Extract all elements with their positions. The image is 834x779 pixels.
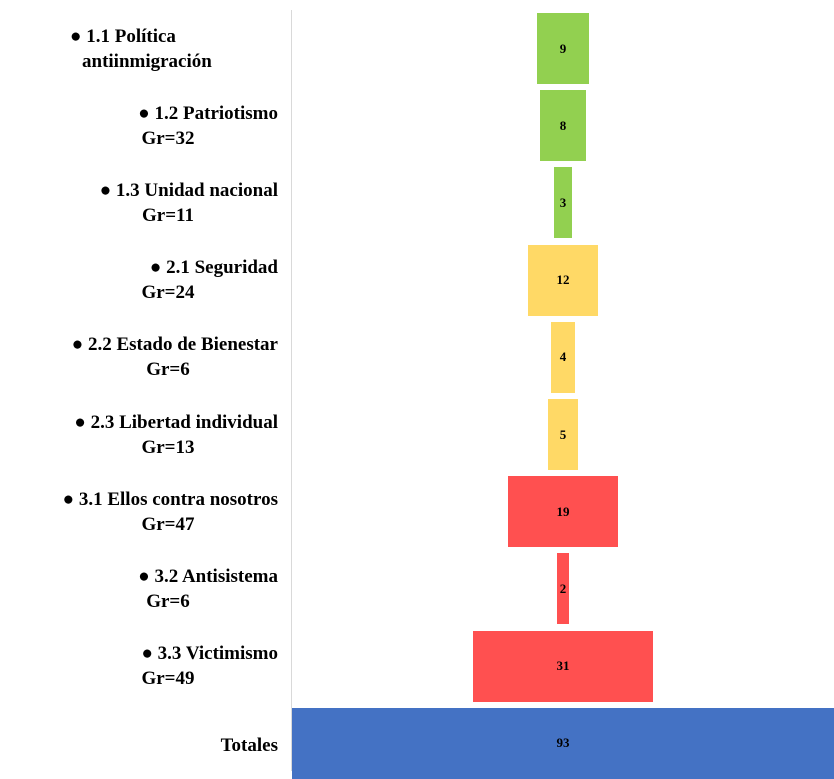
category-label: ● 2.2 Estado de Bienestar Gr=6 [0,332,278,382]
category-label: ● 3.1 Ellos contra nosotros Gr=47 [0,487,278,537]
bar-value-label: 93 [556,735,570,751]
category-label: ● 2.1 Seguridad Gr=24 [0,255,278,305]
bar-6: 5 [548,399,578,470]
category-label-line1: ● 1.3 Unidad nacional [99,179,278,201]
bar-value-label: 8 [559,117,567,133]
bar-value-label: 9 [559,40,567,56]
category-label-line2: Gr=47 [141,513,195,535]
category-label-line2: Gr=24 [141,282,195,304]
category-label-line1: ● 2.2 Estado de Bienestar [71,334,278,356]
category-label: Totales [0,733,278,758]
category-label: ● 3.3 Victimismo Gr=49 [0,641,278,691]
bar-value-label: 4 [559,349,567,365]
bar-3: 3 [554,167,572,239]
bar-2: 8 [539,90,587,162]
category-label-line1: ● 2.3 Libertad individual [74,411,278,433]
category-label: ● 1.3 Unidad nacional Gr=11 [0,178,278,228]
category-label: ● 3.2 Antisistema Gr=6 [0,564,278,614]
category-label-line1: Totales [220,734,278,756]
category-label-line2: Gr=6 [146,590,190,612]
bar-value-label: 2 [559,580,567,596]
bar-1: 9 [536,13,590,84]
bar-5: 4 [551,321,575,393]
category-label-line1: ● 2.1 Seguridad [149,257,278,279]
category-label-line1: ● 3.3 Victimismo [141,643,278,665]
category-label: ● 2.3 Libertad individual Gr=13 [0,410,278,460]
category-label-line1: ● 1.2 Patriotismo [138,102,278,124]
category-label-line1: ● 3.1 Ellos contra nosotros [62,488,278,510]
bar-10: 93 [292,707,834,779]
bar-value-label: 5 [559,426,567,442]
bar-value-label: 31 [556,658,570,674]
bar-7: 19 [507,476,619,548]
bar-8: 2 [557,553,569,625]
bar-4: 12 [528,244,598,316]
category-label-line2: Gr=6 [146,359,190,381]
category-label-line2: Gr=13 [141,436,195,458]
bar-value-label: 19 [556,503,570,519]
category-label-line1: ● 3.2 Antisistema [138,565,278,587]
category-label: ● 1.1 Política antiinmigración [70,24,212,74]
category-label-line2: Gr=32 [141,127,195,149]
category-axis-line [291,10,292,771]
category-label-line2: antiinmigración [82,50,212,72]
category-label-line2: Gr=11 [142,204,194,226]
category-label: ● 1.2 Patriotismo Gr=32 [0,101,278,151]
bar-value-label: 12 [556,272,570,288]
bar-value-label: 3 [559,194,567,210]
category-label-line1: ● 1.1 Política [70,25,176,47]
category-label-line2: Gr=49 [141,668,195,690]
bar-9: 31 [472,630,654,702]
